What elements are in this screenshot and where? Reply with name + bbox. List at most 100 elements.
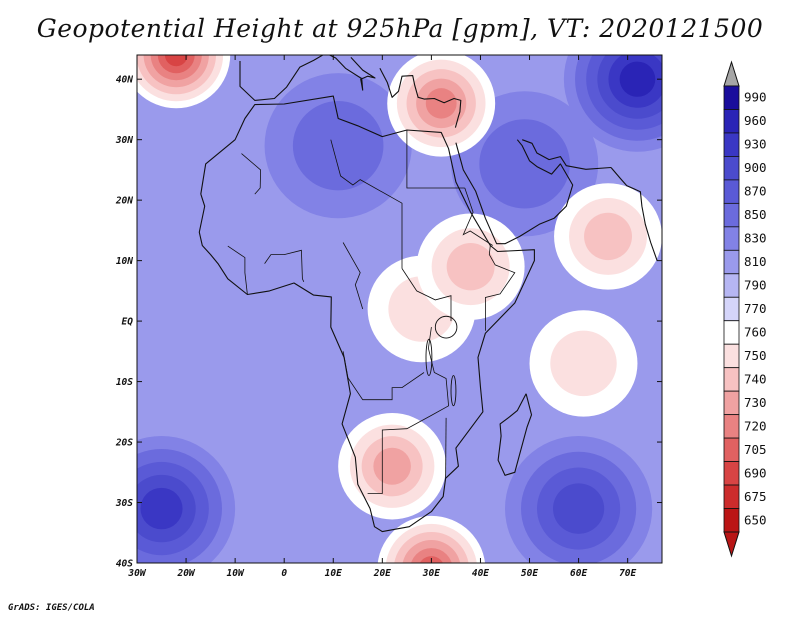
y-tick-label: 20N	[115, 196, 133, 207]
field-contour-band	[619, 61, 656, 97]
colorbar-swatch	[723, 296, 740, 322]
colorbar-top-arrow	[723, 60, 740, 87]
field-contour-band	[425, 88, 457, 119]
field-contour-band	[552, 483, 605, 534]
colorbar-label: 870	[744, 184, 767, 199]
field-contour-band	[411, 548, 452, 563]
colorbar-swatch	[723, 273, 740, 298]
x-tick-label: 0	[281, 568, 287, 579]
colorbar-label: 650	[744, 512, 767, 527]
x-tick-label: 30E	[422, 568, 440, 579]
colorbar-swatch	[723, 343, 740, 369]
x-tick-label: 70E	[619, 568, 636, 579]
country-border	[342, 351, 425, 401]
y-tick-label: EQ	[122, 317, 134, 328]
colorbar-label: 720	[744, 418, 767, 433]
y-tick-label: 20S	[115, 438, 133, 449]
axis-ticks: 30W 20W 10W 0 10E 20E 30E 40E 50E 60E 70E 40N 30N 20N…	[115, 55, 662, 579]
field-contour-band	[479, 119, 570, 209]
field-contour-band	[140, 487, 183, 530]
y-tick-label: 10S	[116, 377, 133, 388]
europe-coastline	[239, 55, 376, 101]
colorbar-label: 960	[744, 113, 767, 128]
map-frame	[136, 54, 663, 564]
y-tick-label: 30N	[115, 135, 133, 146]
country-border	[462, 187, 493, 246]
colorbar-label: 990	[744, 90, 767, 105]
colorbar-label: 690	[744, 465, 767, 480]
field-contour-band	[292, 101, 384, 191]
colorbar-label: 790	[744, 278, 767, 293]
colorbar-label: 740	[744, 371, 767, 386]
colorbar-swatch	[723, 202, 740, 228]
colorbar: 990 960 930 900 870 850 830 810 790 770 760 750 740 7…	[723, 60, 767, 558]
x-tick-label: 50E	[521, 568, 538, 579]
x-tick-label: 10W	[227, 568, 245, 579]
field-contour-band	[164, 55, 188, 67]
colorbar-label: 750	[744, 348, 767, 363]
y-tick-label: 10N	[116, 256, 133, 267]
height-field	[137, 55, 662, 563]
colorbar-label: 900	[744, 160, 767, 175]
x-tick-label: 20E	[373, 568, 391, 579]
colorbar-swatch	[723, 109, 740, 134]
india-coastline	[610, 167, 658, 261]
colorbar-swatch	[723, 179, 740, 204]
madagascar-coastline	[497, 393, 533, 476]
colorbar-bottom-arrow	[723, 531, 740, 558]
country-border	[406, 130, 465, 189]
y-tick-label: 40S	[116, 559, 133, 570]
colorbar-swatch	[723, 414, 740, 439]
x-tick-label: 20W	[176, 568, 195, 579]
colorbar-swatch	[723, 132, 740, 157]
colorbar-label: 930	[744, 137, 767, 152]
colorbar-label: 760	[744, 324, 767, 339]
country-border	[485, 245, 516, 331]
colorbar-swatch	[723, 367, 740, 392]
country-border	[264, 249, 305, 282]
field-contour-band	[584, 212, 633, 261]
colorbar-swatch	[723, 249, 740, 275]
colorbar-swatch	[723, 320, 740, 345]
colorbar-label: 830	[744, 231, 767, 246]
x-tick-label: 10E	[325, 568, 342, 579]
persian-gulf-coastline	[522, 139, 612, 170]
colorbar-swatch	[723, 484, 740, 509]
field-contour-band	[550, 330, 617, 397]
country-border	[342, 242, 364, 310]
field-contour-band	[446, 243, 495, 291]
colorbar-swatch	[723, 508, 740, 533]
lake-outline	[425, 338, 433, 376]
field-contour-band	[373, 447, 411, 485]
colorbar-swatch	[723, 437, 740, 462]
greece-turkey-coastline	[379, 68, 462, 128]
country-border	[330, 139, 403, 269]
colorbar-swatch	[723, 156, 740, 181]
colorbar-swatch	[723, 461, 740, 486]
africa-coastline	[198, 95, 535, 533]
coastlines-and-borders	[198, 55, 658, 533]
country-border	[367, 327, 450, 494]
grads-credit: GrADS: IGES/COLA	[8, 603, 95, 613]
colorbar-label: 850	[744, 207, 767, 222]
country-border	[227, 245, 248, 295]
colorbar-label: 770	[744, 301, 767, 316]
country-border	[401, 268, 452, 322]
colorbar-label: 730	[744, 395, 767, 410]
x-tick-label: 40E	[472, 568, 489, 579]
colorbar-swatch	[723, 226, 740, 251]
y-tick-label: 30S	[115, 498, 133, 509]
lake-outline	[450, 375, 457, 407]
arabia-coastline	[455, 139, 574, 245]
colorbar-label: 810	[744, 254, 767, 269]
colorbar-label: 675	[744, 489, 767, 504]
x-tick-label: 30W	[127, 568, 146, 579]
colorbar-label: 705	[744, 442, 767, 457]
map-title: Geopotential Height at 925hPa [gpm], VT:…	[36, 14, 764, 43]
country-border	[445, 417, 447, 479]
x-tick-label: 60E	[570, 568, 587, 579]
colorbar-swatch	[723, 85, 740, 110]
lake-outline	[434, 315, 458, 339]
colorbar-swatch	[723, 390, 740, 416]
